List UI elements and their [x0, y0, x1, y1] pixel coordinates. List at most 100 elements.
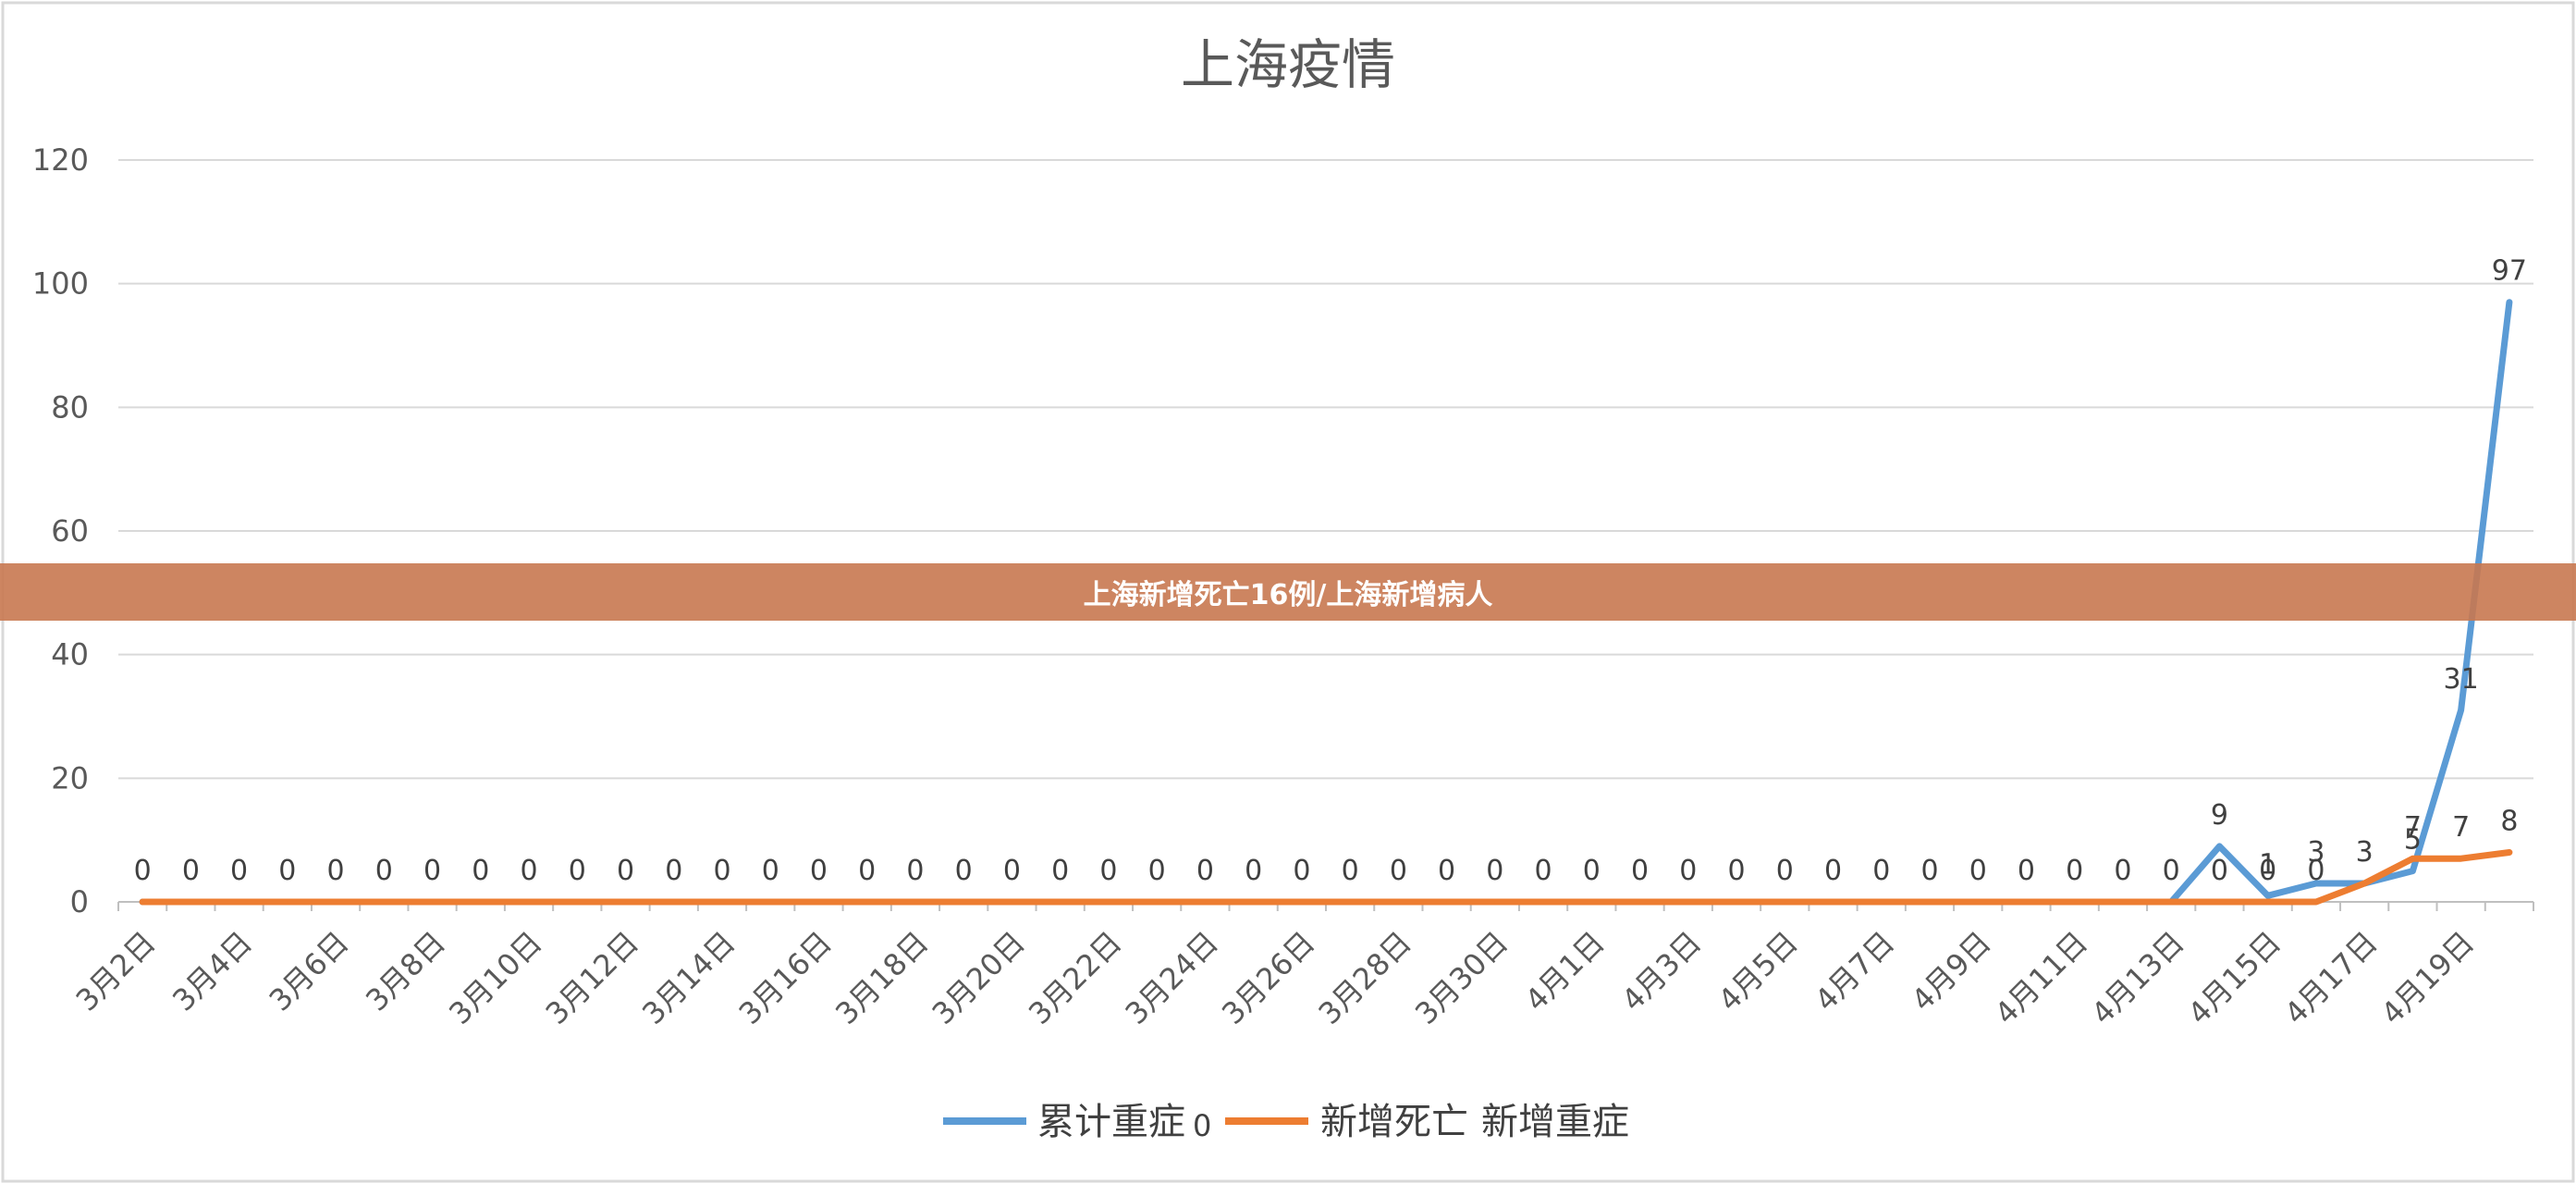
- chart-title: 上海疫情: [1181, 33, 1395, 96]
- data-point: [2267, 901, 2269, 903]
- data-point: [2363, 882, 2365, 884]
- data-point: [2315, 882, 2317, 884]
- data-label: 0: [858, 855, 876, 887]
- data-label: 0: [1390, 855, 1407, 887]
- data-label: 1: [2259, 848, 2276, 881]
- data-point: [1542, 901, 1544, 903]
- y-tick-label-80: 80: [51, 389, 89, 425]
- data-point: [528, 901, 530, 903]
- data-point: [721, 901, 723, 903]
- legend-label-new-deaths: 新增死亡: [1320, 1101, 1468, 1143]
- data-point: [2122, 901, 2124, 903]
- data-point: [1156, 901, 1158, 903]
- data-point: [1397, 901, 1399, 903]
- series-lines: [139, 299, 2513, 906]
- y-tick-label-0: 0: [70, 884, 89, 919]
- data-label: 0: [1003, 855, 1021, 887]
- data-point: [1253, 901, 1255, 903]
- data-point: [1494, 901, 1496, 903]
- data-point: [1881, 901, 1883, 903]
- data-label: 0: [569, 855, 586, 887]
- data-point: [769, 901, 771, 903]
- data-label: 0: [1583, 855, 1601, 887]
- data-label: 0: [2018, 855, 2035, 887]
- banner-text: 上海新增死亡16例/上海新增病人: [1083, 579, 1493, 611]
- data-point: [2460, 857, 2462, 859]
- data-label: 0: [1293, 855, 1310, 887]
- data-point: [1590, 901, 1592, 903]
- data-point: [1687, 901, 1689, 903]
- data-point: [866, 901, 868, 903]
- data-label: 7: [2452, 811, 2470, 844]
- data-label: 0: [1486, 855, 1503, 887]
- data-label: 0: [906, 855, 924, 887]
- data-label: 3: [2307, 836, 2325, 869]
- data-point: [673, 901, 675, 903]
- data-label: 0: [810, 855, 828, 887]
- data-label: 9: [2211, 799, 2228, 832]
- legend: 累计重症 0 新增死亡 新增重症: [943, 1101, 1629, 1143]
- data-point: [1736, 901, 1737, 903]
- data-point: [625, 901, 627, 903]
- data-label: 0: [762, 855, 779, 887]
- data-label: 0: [1535, 855, 1552, 887]
- data-label: 7: [2404, 811, 2422, 844]
- data-point: [2170, 901, 2172, 903]
- data-label: 0: [2307, 855, 2325, 887]
- data-point: [2074, 901, 2076, 903]
- data-label: 0: [2114, 855, 2131, 887]
- data-label: 0: [1679, 855, 1697, 887]
- data-point: [1204, 901, 1206, 903]
- data-label: 0: [1920, 855, 1938, 887]
- data-label: 0: [1727, 855, 1745, 887]
- data-label: 0: [278, 855, 296, 887]
- series-line-new-deaths: [139, 849, 2513, 906]
- data-label: 0: [2163, 855, 2180, 887]
- y-tick-label-20: 20: [51, 760, 89, 796]
- data-point: [2411, 870, 2413, 872]
- data-label: 0: [182, 855, 200, 887]
- data-label: 0: [1969, 855, 1987, 887]
- data-point: [576, 901, 578, 903]
- data-point: [1639, 901, 1641, 903]
- data-point: [2267, 894, 2269, 896]
- data-point: [963, 901, 964, 903]
- data-label: 0: [1776, 855, 1794, 887]
- data-point: [1446, 901, 1448, 903]
- data-point: [432, 901, 434, 903]
- data-point: [817, 901, 819, 903]
- data-point: [2411, 857, 2413, 859]
- data-label: 0: [955, 855, 973, 887]
- data-point: [335, 901, 337, 903]
- data-label: 97: [2492, 255, 2527, 288]
- data-label: 0: [1196, 855, 1214, 887]
- y-tick-label-120: 120: [32, 142, 89, 178]
- data-label: 8: [2500, 806, 2518, 838]
- data-point: [2460, 709, 2462, 711]
- data-label: 0: [423, 855, 441, 887]
- data-point: [383, 901, 385, 903]
- data-label: 0: [230, 855, 248, 887]
- legend-label-new-severe: 新增重症: [1481, 1101, 1629, 1143]
- data-point: [1060, 901, 1061, 903]
- data-point: [2218, 845, 2220, 847]
- data-label: 0: [2259, 855, 2276, 887]
- legend-label-cumulative-severe: 累计重症: [1037, 1101, 1185, 1143]
- data-label: 0: [1148, 855, 1166, 887]
- data-point: [2218, 901, 2220, 903]
- data-point: [287, 901, 288, 903]
- data-label: 0: [375, 855, 393, 887]
- data-label: 0: [1342, 855, 1359, 887]
- data-label: 0: [665, 855, 682, 887]
- data-label: 5: [2404, 824, 2422, 857]
- data-point: [190, 901, 191, 903]
- data-label: 0: [327, 855, 345, 887]
- y-axis: 0 20 40 60 80 100 120: [32, 142, 89, 919]
- data-label: 31: [2444, 663, 2479, 696]
- legend-label-zero: 0: [1193, 1108, 1211, 1143]
- data-point: [1929, 901, 1931, 903]
- data-label: 0: [2066, 855, 2083, 887]
- data-label: 0: [617, 855, 634, 887]
- y-tick-label-100: 100: [32, 266, 89, 302]
